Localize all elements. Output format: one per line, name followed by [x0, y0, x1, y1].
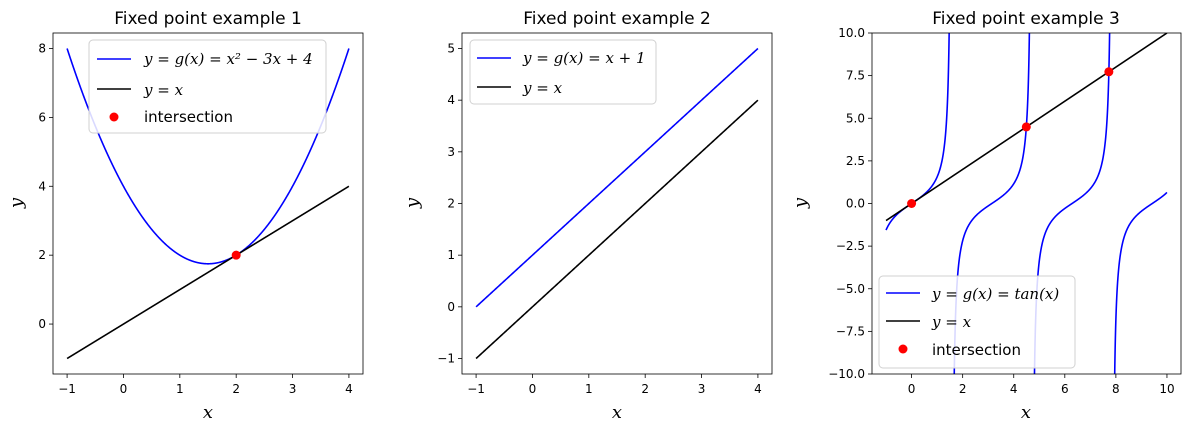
chart-2-ytick-label: 4 [447, 93, 455, 107]
chart-1-title: Fixed point example 1 [114, 9, 302, 29]
chart-1-legend-label-g: y = g(x) = x² − 3x + 4 [143, 50, 313, 68]
chart-3-ytick-label: 5.0 [846, 111, 865, 125]
chart-3-legend-swatch-intersection [898, 344, 908, 354]
chart-1-legend-swatch-intersection [109, 112, 119, 122]
chart-2-xtick-label: 3 [698, 382, 706, 396]
chart-3-xtick-label: 6 [1061, 382, 1069, 396]
chart-2-xtick-label: 2 [641, 382, 649, 396]
chart-2-ytick-label: 1 [447, 248, 455, 262]
chart-3-plot-area [885, 33, 1168, 374]
chart-3-ticks: 0 2 4 6 8 10 −10.0 −7.5 −5.0 −2.5 0.0 2.5 5.0 7.5 10.0 [828, 26, 1174, 396]
chart-2-series-2-line [475, 99, 759, 360]
chart-2-xtick-label: 1 [585, 382, 593, 396]
chart-1-xtick-label: 2 [232, 382, 240, 396]
chart-2-xtick-label: −1 [467, 382, 485, 396]
chart-3-ytick-label: 2.5 [846, 154, 865, 168]
chart-2-ytick-label: −1 [437, 352, 455, 366]
chart-3-xtick-label: 10 [1159, 382, 1174, 396]
chart-1-intersection-point [231, 250, 241, 260]
chart-2-ticks: −1 0 1 2 3 4 −1 0 1 2 3 4 5 [437, 42, 761, 397]
chart-2-series-1-line [475, 47, 759, 308]
chart-2-xtick-label: 4 [754, 382, 762, 396]
chart-3-ytick-label: −5.0 [836, 282, 865, 296]
chart-2-ytick-label: 3 [447, 145, 455, 159]
chart-1-xtick-label: 0 [120, 382, 128, 396]
chart-1-xlabel: x [203, 402, 213, 423]
chart-3-ylabel: y [790, 197, 811, 209]
chart-1-ytick-label: 4 [38, 179, 46, 193]
chart-2-ytick-label: 5 [447, 42, 455, 56]
chart-3-legend: y = g(x) = tan(x) y = x intersection [878, 275, 1076, 369]
chart-2-xtick-label: 0 [529, 382, 537, 396]
chart-3-ytick-label: 10.0 [838, 26, 865, 40]
chart-3-ytick-label: 0.0 [846, 197, 865, 211]
chart-1-legend-label-intersection: intersection [144, 108, 233, 126]
chart-2-title: Fixed point example 2 [523, 9, 711, 29]
chart-1-frame [52, 32, 364, 375]
chart-1-series-2-line [66, 185, 350, 360]
chart-2-ylabel: y [402, 197, 423, 209]
chart-1-xtick-label: −1 [58, 382, 76, 396]
chart-2-legend: y = g(x) = x + 1 y = x [469, 39, 657, 105]
chart-3-intersection-point [1021, 122, 1031, 132]
chart-1-ytick-label: 6 [38, 110, 46, 124]
chart-3-xtick-label: 0 [908, 382, 916, 396]
chart-1-xtick-label: 1 [176, 382, 184, 396]
chart-3-legend-label-intersection: intersection [932, 341, 1021, 359]
chart-2-ytick-label: 0 [447, 300, 455, 314]
chart-3-ytick-label: 7.5 [846, 69, 865, 83]
chart-3-intersection-point [1104, 67, 1114, 77]
chart-3: Fixed point example 3 0 2 4 6 8 10 −10.0 −7.5 −5… [790, 9, 1182, 423]
chart-1-xtick-label: 4 [345, 382, 353, 396]
chart-2-legend-label-g: y = g(x) = x + 1 [522, 49, 646, 67]
chart-1-series-1-line [66, 48, 350, 265]
chart-2-ytick-label: 2 [447, 197, 455, 211]
chart-2-plot-area [475, 47, 759, 360]
chart-3-intersection-point [907, 199, 917, 208]
chart-3-title: Fixed point example 3 [932, 9, 1120, 29]
chart-3-ytick-label: −2.5 [836, 239, 865, 253]
chart-1-plot-area [66, 48, 350, 360]
chart-1-ytick-label: 8 [38, 42, 46, 56]
chart-3-xtick-label: 4 [1010, 382, 1018, 396]
chart-1-legend: y = g(x) = x² − 3x + 4 y = x intersectio… [88, 39, 327, 134]
chart-3-legend-label-g: y = g(x) = tan(x) [931, 285, 1059, 303]
chart-3-legend-label-yx: y = x [931, 313, 972, 331]
chart-2-xlabel: x [612, 402, 622, 423]
chart-1-xtick-label: 3 [289, 382, 297, 396]
chart-3-xtick-label: 8 [1112, 382, 1120, 396]
chart-1-ticks: −1 0 1 2 3 4 0 2 4 6 8 [38, 42, 352, 397]
chart-3-xtick-label: 2 [959, 382, 967, 396]
chart-3-ytick-label: −7.5 [836, 324, 865, 338]
chart-1-ylabel: y [6, 197, 27, 209]
chart-2-frame [461, 32, 773, 375]
chart-3-xlabel: x [1021, 402, 1031, 423]
chart-1-legend-label-yx: y = x [143, 81, 184, 99]
chart-1: Fixed point example 1 −1 0 1 2 3 4 0 2 4 6 8 x y y… [6, 9, 364, 423]
chart-3-frame [871, 32, 1182, 375]
chart-1-ytick-label: 2 [38, 248, 46, 262]
chart-3-ytick-label: −10.0 [828, 367, 865, 381]
chart-1-ytick-label: 0 [38, 317, 46, 331]
chart-2-legend-label-yx: y = x [522, 79, 563, 97]
